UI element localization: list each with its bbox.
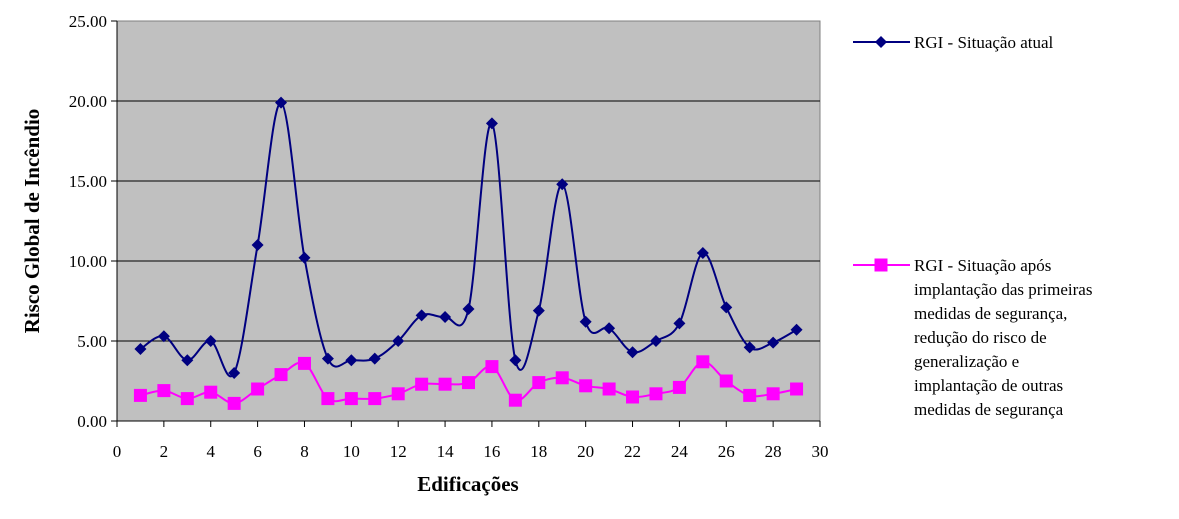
- y-tick-label: 5.00: [77, 332, 107, 351]
- x-tick-label: 24: [671, 442, 689, 461]
- data-point: [532, 376, 546, 390]
- data-point: [555, 371, 569, 385]
- data-point: [603, 322, 616, 335]
- data-point: [696, 355, 710, 369]
- data-point: [297, 356, 311, 370]
- x-tick-label: 2: [160, 442, 169, 461]
- data-point: [485, 117, 498, 130]
- x-tick-label: 8: [300, 442, 309, 461]
- data-point: [766, 387, 780, 401]
- legend-entry: medidas de segurança,: [914, 304, 1067, 323]
- data-point: [157, 384, 171, 398]
- y-tick-label: 25.00: [69, 12, 107, 31]
- legend-marker: [874, 258, 888, 272]
- data-point: [368, 392, 382, 406]
- data-point: [344, 392, 358, 406]
- data-point: [345, 354, 358, 367]
- data-point: [649, 335, 662, 347]
- y-tick-label: 20.00: [69, 92, 107, 111]
- x-tick-label: 28: [765, 442, 782, 461]
- data-point: [720, 301, 733, 314]
- x-tick-label: 26: [718, 442, 735, 461]
- legend-entry: RGI - Situação após: [914, 256, 1051, 275]
- legend-entry: medidas de segurança: [914, 400, 1064, 419]
- data-point: [579, 315, 592, 328]
- data-point: [204, 385, 218, 399]
- x-tick-label: 4: [206, 442, 215, 461]
- data-point: [275, 96, 288, 109]
- y-tick-label: 15.00: [69, 172, 107, 191]
- data-point: [251, 382, 265, 396]
- x-tick-label: 22: [624, 442, 641, 461]
- data-point: [556, 178, 569, 191]
- data-point: [743, 341, 756, 354]
- data-point: [204, 335, 217, 347]
- data-point: [181, 354, 194, 367]
- data-point: [274, 368, 288, 382]
- x-axis-title: Edificações: [417, 472, 518, 496]
- x-tick-label: 30: [812, 442, 829, 461]
- data-point: [626, 346, 639, 359]
- data-point: [298, 251, 311, 264]
- legend-entry: redução do risco de: [914, 328, 1047, 347]
- data-point: [532, 304, 545, 317]
- data-point: [133, 388, 147, 402]
- data-point: [180, 392, 194, 406]
- data-point: [227, 396, 241, 410]
- data-point: [392, 335, 405, 347]
- data-point: [462, 303, 475, 315]
- data-point: [790, 382, 804, 396]
- data-point: [438, 377, 452, 391]
- y-axis-title: Risco Global de Incêndio: [20, 109, 44, 334]
- data-point: [602, 382, 616, 396]
- x-tick-label: 20: [577, 442, 594, 461]
- data-point: [672, 380, 686, 394]
- data-point: [649, 387, 663, 401]
- data-point: [321, 352, 334, 365]
- data-point: [321, 392, 335, 406]
- legend: RGI - Situação atual RGI - Situação após i…: [853, 33, 1092, 419]
- data-point: [626, 390, 640, 404]
- data-point: [391, 387, 405, 401]
- data-point: [415, 309, 428, 322]
- legend-marker: [875, 36, 887, 48]
- data-point: [579, 379, 593, 393]
- data-point: [228, 367, 241, 379]
- x-tick-label: 10: [343, 442, 360, 461]
- data-point: [157, 330, 170, 343]
- y-tick-label: 0.00: [77, 412, 107, 431]
- x-tick-label: 0: [113, 442, 122, 461]
- legend-entry: implantação das primeiras: [914, 280, 1092, 299]
- y-tick-label: 10.00: [69, 252, 107, 271]
- x-tick-label: 14: [437, 442, 455, 461]
- data-point: [415, 377, 429, 391]
- legend-entry: generalização e: [914, 352, 1019, 371]
- data-point: [439, 311, 452, 323]
- x-tick-label: 16: [483, 442, 500, 461]
- data-point: [462, 376, 475, 390]
- legend-entry: implantação de outras: [914, 376, 1063, 395]
- data-point: [673, 317, 686, 330]
- data-point: [508, 393, 522, 407]
- legend-entry: RGI - Situação atual: [914, 33, 1054, 52]
- data-point: [719, 374, 733, 388]
- data-point: [134, 343, 147, 355]
- data-point: [767, 336, 780, 349]
- x-tick-label: 6: [253, 442, 262, 461]
- data-point: [485, 360, 499, 374]
- data-point: [743, 388, 757, 402]
- data-point: [790, 323, 803, 336]
- x-tick-label: 18: [530, 442, 547, 461]
- plot-area: [116, 20, 821, 422]
- data-point: [509, 354, 522, 367]
- data-point: [696, 247, 709, 259]
- data-point: [251, 239, 264, 251]
- x-tick-label: 12: [390, 442, 407, 461]
- data-point: [368, 352, 381, 365]
